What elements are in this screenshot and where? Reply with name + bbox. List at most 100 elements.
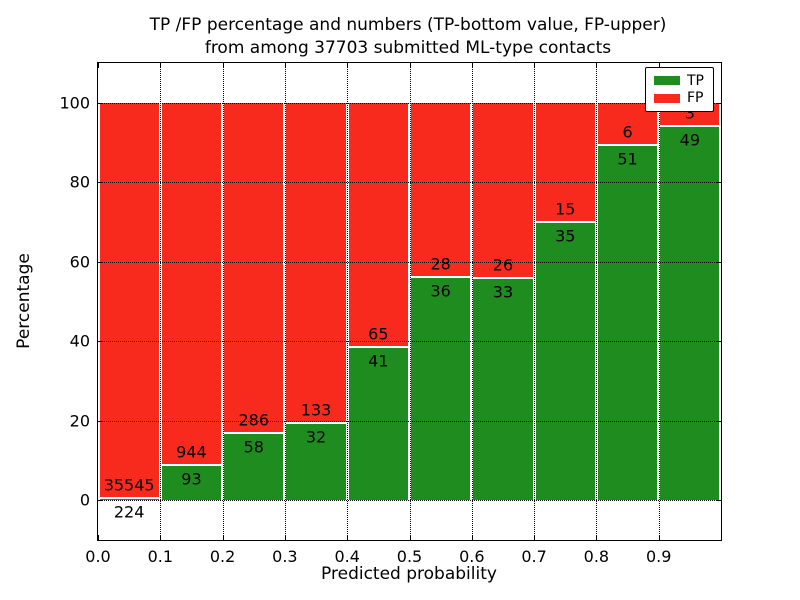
x-tick-mark xyxy=(721,63,722,68)
x-tick-mark xyxy=(471,63,473,68)
tp-bar-segment xyxy=(286,424,346,501)
tp-bar-segment xyxy=(660,126,720,501)
fp-bar-segment xyxy=(348,102,408,346)
tp-bar-segment xyxy=(99,498,159,501)
fp-count-label: 28 xyxy=(430,254,451,274)
tp-count-label: 93 xyxy=(181,469,202,489)
tp-legend-swatch-icon xyxy=(654,76,680,86)
y-tick-mark xyxy=(716,341,721,343)
plot-area: Predicted probability Percentage TP FP 3… xyxy=(14,62,722,584)
x-tick-mark xyxy=(98,63,99,68)
legend-entry-fp: FP xyxy=(646,91,713,105)
tp-bar-segment xyxy=(535,223,595,501)
x-tick-mark xyxy=(534,535,536,540)
y-tick-label: 40 xyxy=(69,331,90,351)
fp-count-label: 944 xyxy=(176,442,207,462)
y-tick-mark xyxy=(716,182,721,184)
fp-count-label: 26 xyxy=(492,255,514,275)
fp-count-label: 286 xyxy=(238,410,270,430)
y-tick-mark xyxy=(98,341,103,343)
vertical-gridline xyxy=(284,63,286,540)
fp-bar-segment xyxy=(161,102,222,464)
y-tick-mark xyxy=(98,500,103,502)
y-tick-label: 20 xyxy=(69,411,90,431)
x-tick-label: 0.7 xyxy=(521,547,547,566)
x-tick-label: 0.3 xyxy=(272,547,298,566)
x-tick-mark xyxy=(284,535,286,540)
tp-count-label: 58 xyxy=(243,437,264,457)
x-tick-mark xyxy=(347,63,349,68)
fp-bar-segment xyxy=(224,102,284,433)
legend-entry-tp: TP xyxy=(646,74,713,88)
y-tick-label: 80 xyxy=(69,172,90,192)
x-tick-mark xyxy=(284,63,286,68)
vertical-gridline xyxy=(658,63,660,540)
x-axis-label: Predicted probability xyxy=(321,564,497,584)
x-tick-mark xyxy=(596,63,598,68)
tp-count-label: 224 xyxy=(113,502,145,522)
y-tick-mark xyxy=(98,102,103,104)
x-tick-label: 0.0 xyxy=(85,547,111,566)
y-tick-mark xyxy=(716,500,721,502)
tp-count-label: 32 xyxy=(305,427,327,447)
x-tick-mark xyxy=(658,63,660,68)
x-tick-mark xyxy=(471,535,473,540)
tp-count-label: 36 xyxy=(430,281,451,301)
x-tick-label: 0.8 xyxy=(583,547,610,566)
vertical-gridline xyxy=(347,63,349,540)
tp-bar-segment xyxy=(473,278,533,501)
x-tick-mark xyxy=(596,535,598,540)
tp-bar-segment xyxy=(348,347,408,501)
tp-count-label: 51 xyxy=(617,149,638,169)
x-tick-mark xyxy=(347,535,349,540)
x-tick-mark xyxy=(160,63,162,68)
fp-count-label: 6 xyxy=(622,122,633,142)
fp-count-label: 65 xyxy=(368,324,389,343)
y-tick-mark xyxy=(98,420,103,422)
fp-bar-segment xyxy=(411,102,471,276)
vertical-gridline xyxy=(160,63,162,540)
tp-bar-segment xyxy=(597,145,658,501)
legend: TP FP xyxy=(645,67,714,112)
tp-count-label: 33 xyxy=(492,282,514,302)
x-tick-mark xyxy=(721,535,722,540)
x-tick-mark xyxy=(222,63,224,68)
tp-bar-segment xyxy=(411,277,471,501)
x-tick-mark xyxy=(409,535,411,540)
tp-count-label: 35 xyxy=(555,226,576,246)
x-tick-label: 0.6 xyxy=(459,547,485,566)
y-tick-mark xyxy=(716,420,721,422)
y-tick-mark xyxy=(98,182,103,184)
x-tick-label: 0.9 xyxy=(645,547,672,566)
y-tick-mark xyxy=(98,261,103,263)
tp-bar-segment xyxy=(224,434,284,501)
x-tick-label: 0.1 xyxy=(147,547,174,566)
chart-title-line2: from among 37703 submitted ML-type conta… xyxy=(204,38,612,58)
vertical-gridline xyxy=(222,63,224,540)
y-tick-label: 100 xyxy=(59,93,90,113)
y-tick-label: 0 xyxy=(79,490,90,510)
legend-label-fp: FP xyxy=(687,90,704,107)
fp-count-label: 3 xyxy=(684,103,695,123)
vertical-gridline xyxy=(471,63,473,540)
fp-legend-swatch-icon xyxy=(654,93,680,103)
fp-bar-segment xyxy=(535,102,595,221)
x-tick-mark xyxy=(160,535,162,540)
vertical-gridline xyxy=(534,63,536,540)
vertical-gridline xyxy=(409,63,411,540)
y-tick-label: 60 xyxy=(69,252,90,272)
fp-count-label: 133 xyxy=(300,400,332,420)
tp-count-label: 49 xyxy=(679,130,701,150)
fp-bar-segment xyxy=(473,102,533,277)
chart-title-line1: TP /FP percentage and numbers (TP-bottom… xyxy=(149,15,667,35)
fp-count-label: 35545 xyxy=(103,475,155,495)
x-tick-label: 0.4 xyxy=(334,547,360,566)
y-axis-label: Percentage xyxy=(14,253,34,349)
x-tick-mark xyxy=(98,535,99,540)
fp-bar-segment xyxy=(99,102,159,497)
x-tick-mark xyxy=(222,535,224,540)
x-tick-label: 0.2 xyxy=(209,547,236,566)
x-tick-mark xyxy=(534,63,536,68)
legend-label-tp: TP xyxy=(687,72,704,89)
